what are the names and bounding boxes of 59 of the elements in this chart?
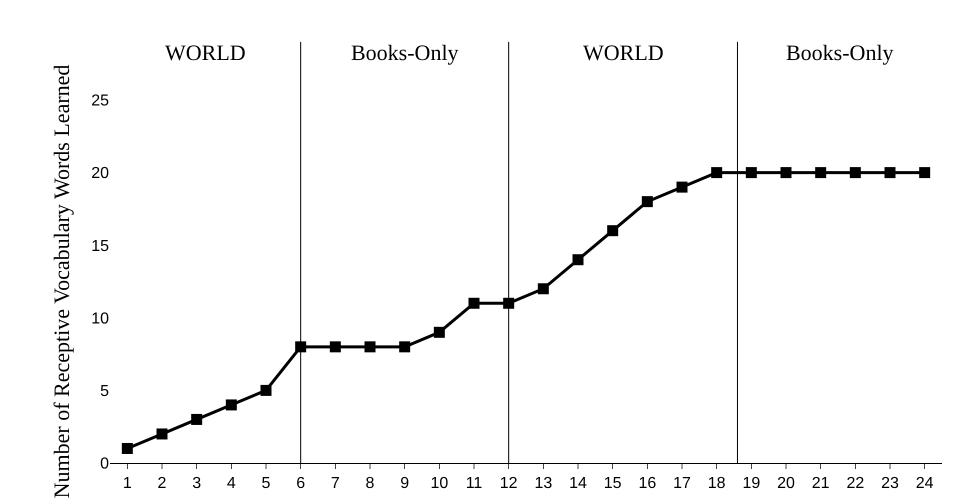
y-tick-label: 25 — [91, 92, 110, 110]
point — [226, 399, 237, 410]
x-tick-label: 10 — [430, 475, 448, 492]
point — [642, 196, 653, 208]
point — [399, 341, 410, 352]
x-tick-label: 24 — [916, 475, 934, 492]
point — [780, 167, 792, 178]
y-axis-title: Number of Receptive Vocabulary Words Learned — [49, 64, 74, 498]
point — [538, 283, 549, 294]
x-tick-label: 14 — [569, 475, 587, 492]
point — [330, 341, 341, 352]
y-tick-label: 15 — [91, 238, 110, 255]
x-tick-label: 22 — [846, 475, 864, 492]
x-tick-label: 19 — [742, 475, 760, 492]
text: Books-Only — [351, 40, 459, 65]
text: WORLD — [583, 40, 664, 65]
x-tick-label: 18 — [708, 475, 726, 492]
point — [746, 167, 757, 178]
point — [572, 254, 584, 266]
x-tick-label: 13 — [534, 475, 552, 492]
x-tick-label: 23 — [881, 475, 899, 492]
point — [122, 442, 133, 454]
point — [850, 167, 861, 178]
y-tick-label: 5 — [100, 383, 110, 400]
x-tick-label: 11 — [466, 475, 482, 492]
x-tick-label: 16 — [638, 475, 656, 492]
x-tick-label: 2 — [158, 475, 167, 492]
point — [156, 428, 168, 440]
text: Books-Only — [786, 40, 894, 65]
x-tick-label: 15 — [604, 475, 622, 492]
point — [434, 326, 445, 338]
point — [711, 167, 722, 178]
x-tick-label: 7 — [330, 475, 340, 492]
point — [815, 167, 826, 178]
y-tick-label: 0 — [100, 456, 110, 473]
text: WORLD — [165, 40, 246, 65]
x-tick-label: 12 — [500, 475, 518, 492]
x-tick-label: 6 — [296, 475, 306, 492]
x-tick-label: 4 — [226, 475, 236, 492]
point — [607, 225, 618, 236]
y-tick-label: 20 — [91, 165, 110, 182]
point — [676, 182, 688, 193]
point — [884, 167, 896, 178]
y-tick-label: 10 — [91, 310, 110, 328]
point — [364, 341, 376, 352]
x-tick-label: 3 — [192, 475, 202, 492]
x-tick-label: 5 — [262, 475, 271, 492]
point — [468, 298, 480, 309]
x-tick-label: 21 — [812, 475, 830, 492]
x-tick-label: 8 — [366, 475, 375, 492]
point — [260, 384, 272, 396]
point — [191, 414, 202, 425]
x-tick-label: 17 — [673, 475, 691, 492]
point — [919, 167, 930, 178]
x-tick-label: 1 — [122, 475, 132, 492]
x-tick-label: 20 — [777, 475, 795, 492]
point — [295, 341, 306, 352]
point — [503, 298, 514, 309]
x-tick-label: 9 — [400, 475, 410, 492]
